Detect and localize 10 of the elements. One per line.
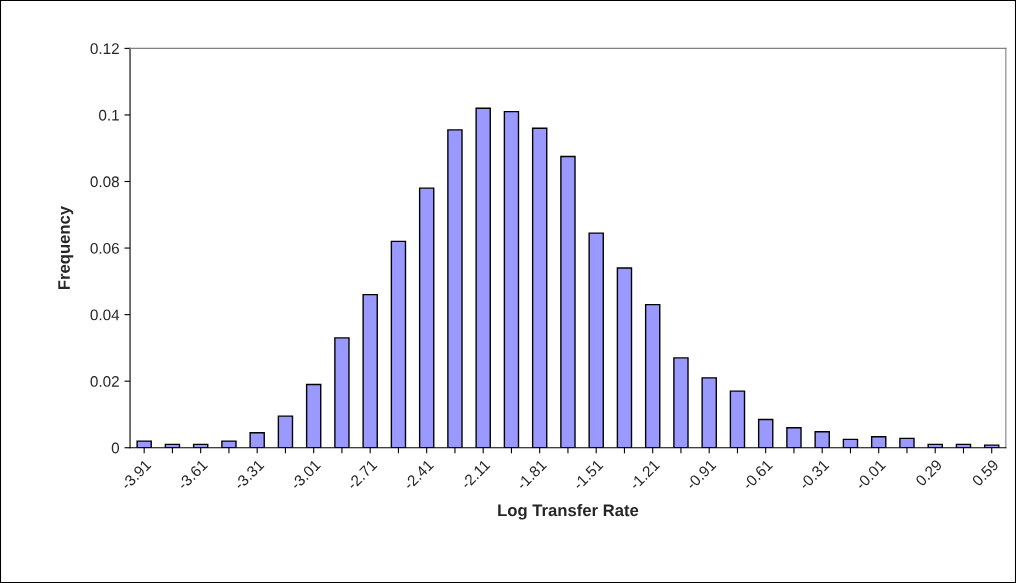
- y-tick-label: 0.08: [90, 176, 119, 188]
- y-tick-label: 0.04: [90, 309, 120, 321]
- y-tick-label: 0: [111, 442, 120, 454]
- x-tick-label: 0.29: [914, 458, 943, 487]
- x-axis-title: Log Transfer Rate: [498, 503, 639, 520]
- y-tick-label: 0.1: [98, 109, 119, 121]
- y-tick-label: 0.12: [90, 43, 119, 55]
- y-tick-label: 0.06: [90, 242, 119, 254]
- y-axis-title: Frequency: [58, 206, 74, 290]
- y-tick-label: 0.02: [90, 376, 119, 387]
